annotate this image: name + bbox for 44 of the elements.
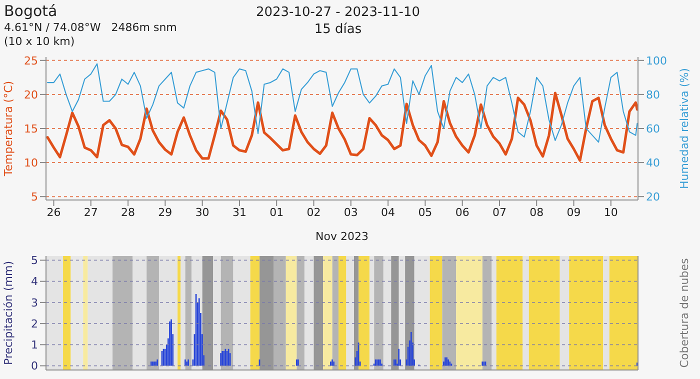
y-tick-label: 20	[24, 88, 38, 102]
text: Bogotá	[4, 2, 58, 20]
x-tick-label: 05	[418, 206, 432, 219]
x-tick-label: 30	[195, 206, 210, 219]
x-axis-title: Nov 2023	[316, 230, 368, 243]
x-tick-label: 28	[121, 206, 136, 219]
line-series	[47, 63, 638, 143]
y-tick-label: 25	[24, 54, 38, 68]
y-tick-label: 5	[31, 190, 38, 204]
x-tick-label: 01	[270, 206, 284, 219]
y2-tick-label: 80	[646, 88, 660, 102]
x-tick-label: 06	[455, 206, 470, 219]
y2-tick-label: 100	[646, 54, 667, 68]
x-tick-label: 29	[158, 206, 172, 219]
y-tick-label: 1	[31, 338, 38, 352]
y2-axis-title: Humedad relativa (%)	[678, 68, 691, 189]
y-tick-label: 15	[24, 122, 38, 136]
y-tick-label: 2	[31, 317, 38, 330]
x-tick-label: 27	[84, 206, 98, 219]
y2-axis-title: Cobertura de nubes	[678, 258, 691, 368]
y2-tick-label: 20	[646, 190, 660, 204]
text: (10 x 10 km)	[4, 35, 75, 48]
x-tick-label: 09	[566, 206, 581, 219]
x-tick-label: 10	[604, 206, 618, 219]
x-tick-label: 04	[381, 206, 396, 219]
text: 4.61°N / 74.08°W 2486m snm	[4, 21, 177, 34]
x-tick-label: 02	[306, 206, 321, 219]
line-series	[46, 92, 638, 162]
chart-subtitle: 15 días	[314, 22, 362, 37]
x-tick-label: 08	[530, 206, 544, 219]
y-tick-label: 4	[31, 275, 38, 288]
x-tick-label: 31	[232, 206, 246, 219]
chart-title: 2023-10-27 - 2023-11-10	[256, 5, 420, 20]
y2-tick-label: 60	[646, 122, 660, 136]
x-tick-label: 26	[46, 206, 61, 219]
x-tick-label: 03	[344, 206, 358, 219]
y-tick-label: 5	[31, 254, 38, 268]
y-tick-label: 3	[31, 296, 38, 310]
y2-tick-label: 40	[646, 156, 660, 170]
y-tick-label: 10	[24, 156, 38, 170]
y-axis-title: Precipitación (mm)	[2, 260, 15, 366]
y-axis-title: Temperatura (°C)	[2, 80, 15, 178]
x-tick-label: 07	[492, 206, 506, 219]
y-tick-label: 0	[31, 360, 38, 373]
